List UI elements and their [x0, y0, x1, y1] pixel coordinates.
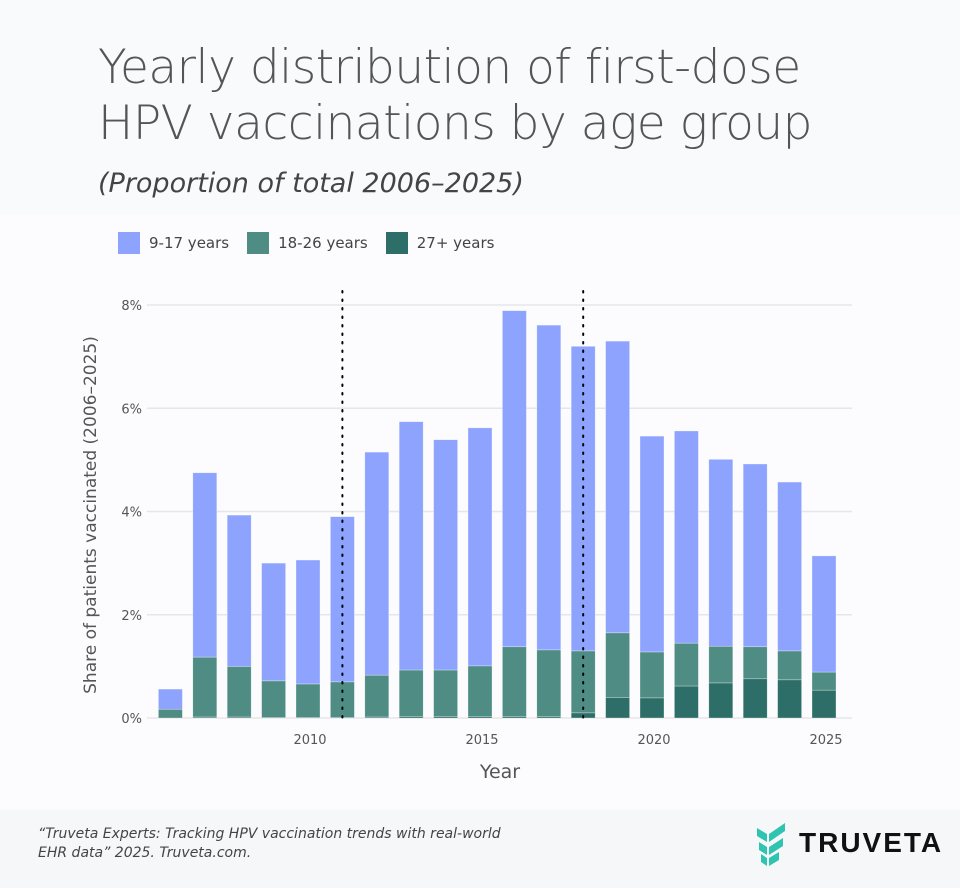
chart-subtitle: (Proportion of total 2006–2025) — [98, 168, 524, 199]
bar-segment-2017-9-17-years — [536, 324, 562, 651]
citation: “Truveta Experts: Tracking HPV vaccinati… — [38, 825, 518, 863]
bar-segment-2013-18-26-years — [398, 669, 424, 717]
bar-segment-2013-9-17-years — [398, 421, 424, 671]
citation-line-2: EHR data” 2025. Truveta.com. — [38, 845, 252, 861]
bar-segment-2006-18-26-years — [158, 708, 183, 719]
bar-segment-2015-18-26-years — [467, 665, 493, 717]
bar-segment-2025-27-years — [811, 689, 837, 719]
x-tick-label: 2010 — [293, 733, 326, 748]
truveta-leaf-icon — [757, 823, 785, 866]
bar-segment-2018-9-17-years — [570, 345, 596, 652]
y-tick-label: 4% — [121, 506, 142, 521]
bar-segment-2009-9-17-years — [261, 562, 286, 682]
bar-segment-2022-27-years — [708, 682, 734, 719]
bar-segment-2019-9-17-years — [605, 340, 630, 634]
bar-segment-2008-18-26-years — [226, 666, 252, 718]
citation-line-1: “Truveta Experts: Tracking HPV vaccinati… — [38, 826, 501, 842]
bar-segment-2015-9-17-years — [467, 427, 493, 667]
bar-segment-2017-18-26-years — [536, 649, 562, 717]
bar-segment-2024-27-years — [777, 679, 802, 719]
header-background — [0, 0, 960, 215]
y-tick-label: 8% — [121, 299, 142, 314]
legend-label: 27+ years — [416, 234, 495, 252]
bar-segment-2020-9-17-years — [639, 435, 665, 653]
bar-segment-2024-9-17-years — [777, 481, 802, 652]
bar-segment-2007-18-26-years — [192, 656, 218, 718]
bar-segment-2019-18-26-years — [605, 632, 630, 698]
bar-segment-2019-27-years — [605, 697, 630, 719]
y-tick-label: 0% — [121, 712, 142, 727]
y-tick-label: 6% — [121, 402, 142, 417]
bar-segment-2012-9-17-years — [364, 451, 390, 676]
bar-segment-2023-18-26-years — [742, 646, 768, 680]
x-tick-label: 2020 — [637, 733, 670, 748]
logo-text: TRUVETA — [799, 827, 944, 858]
title-line-2: HPV vaccinations by age group — [98, 96, 813, 151]
y-tick-label: 2% — [121, 609, 142, 624]
bar-segment-2014-9-17-years — [433, 439, 458, 671]
bar-segment-2024-18-26-years — [777, 650, 802, 681]
bar-segment-2014-18-26-years — [433, 669, 458, 717]
legend-item-27-plus: 27+ years — [385, 232, 495, 254]
bar-segment-2006-9-17-years — [158, 688, 183, 710]
legend-item-9-17: 9-17 years — [118, 232, 229, 254]
bar-segment-2012-18-26-years — [364, 674, 390, 718]
bar-segment-2010-18-26-years — [295, 683, 321, 718]
bar-segment-2021-18-26-years — [674, 642, 699, 687]
bar-segment-2021-9-17-years — [674, 430, 699, 644]
x-axis-title: Year — [479, 761, 520, 783]
legend-swatch — [247, 232, 270, 254]
bar-segment-2023-27-years — [742, 678, 768, 719]
bar-segment-2016-18-26-years — [502, 646, 527, 717]
legend-swatch — [385, 232, 408, 254]
y-axis-title: Share of patients vaccinated (2006–2025) — [81, 336, 101, 694]
bar-segment-2008-9-17-years — [226, 514, 252, 667]
bar-segment-2021-27-years — [674, 685, 699, 719]
legend-label: 18-26 years — [278, 234, 368, 252]
bar-segment-2007-9-17-years — [192, 472, 218, 658]
bar-segment-2022-9-17-years — [708, 459, 734, 647]
bar-segment-2020-18-26-years — [639, 651, 665, 699]
bar-segment-2016-9-17-years — [502, 310, 527, 648]
bar-segment-2025-9-17-years — [811, 555, 837, 673]
title-line-1: Yearly distribution of first-dose — [98, 40, 801, 95]
chart-title: Yearly distribution of first-dose HPV va… — [98, 40, 813, 152]
legend: 9-17 years 18-26 years 27+ years — [118, 232, 494, 254]
legend-item-18-26: 18-26 years — [247, 232, 368, 254]
bar-segment-2025-18-26-years — [811, 671, 837, 691]
bar-segment-2022-18-26-years — [708, 645, 734, 684]
bar-segment-2020-27-years — [639, 697, 665, 719]
x-tick-label: 2015 — [465, 733, 498, 748]
bar-segment-2010-9-17-years — [295, 559, 321, 685]
legend-label: 9-17 years — [149, 234, 230, 252]
legend-swatch — [118, 232, 140, 254]
truveta-logo: TRUVETA — [757, 820, 943, 866]
bar-segment-2009-18-26-years — [261, 680, 286, 718]
bar-segment-2023-9-17-years — [742, 463, 768, 648]
x-tick-label: 2025 — [809, 733, 842, 748]
